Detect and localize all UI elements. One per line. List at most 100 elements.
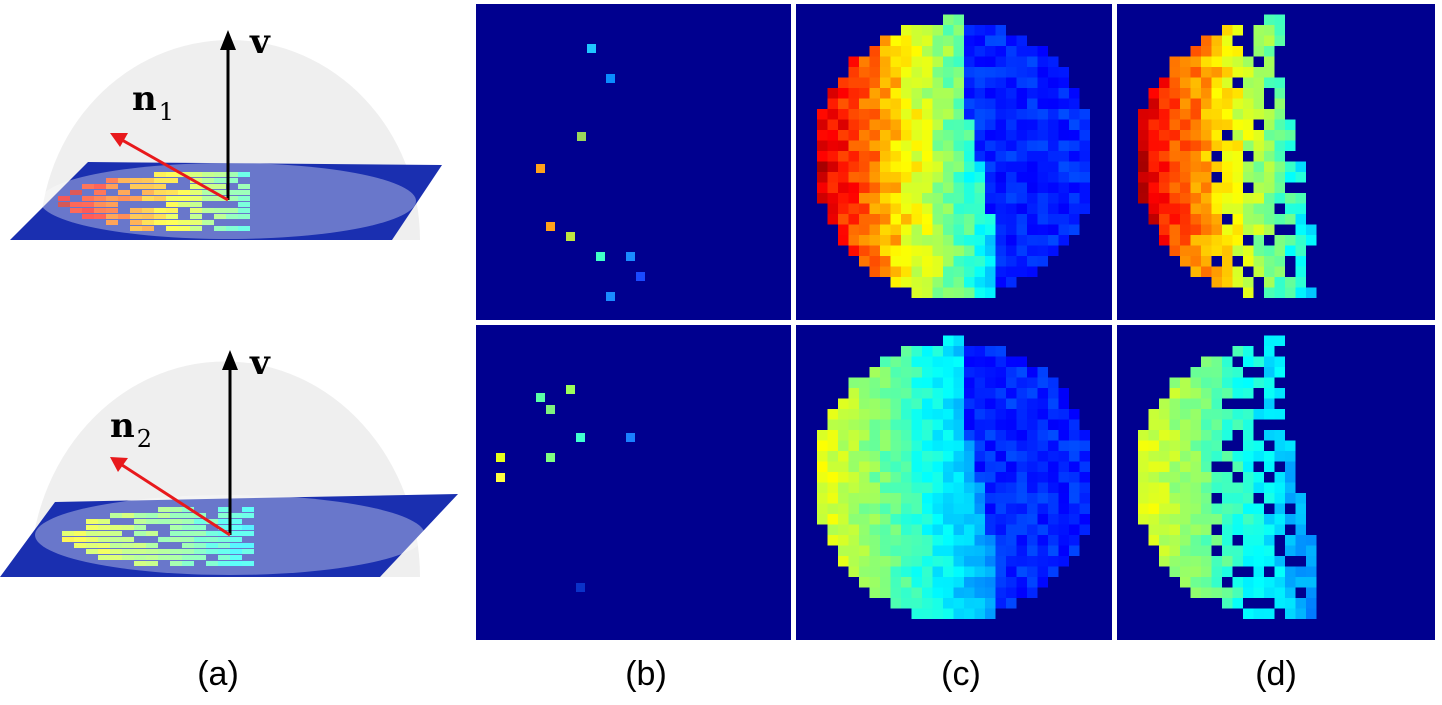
intensity-pixel — [1211, 388, 1222, 399]
intensity-pixel — [985, 119, 996, 130]
surface-cell — [218, 537, 230, 542]
masked-pixel — [1243, 182, 1254, 193]
intensity-pixel — [1274, 451, 1285, 462]
intensity-pixel — [1069, 514, 1080, 525]
intensity-pixel — [1037, 409, 1048, 420]
intensity-pixel — [1232, 140, 1243, 151]
masked-pixel — [1253, 277, 1264, 288]
intensity-pixel — [1027, 482, 1038, 493]
intensity-pixel — [901, 377, 912, 388]
intensity-pixel — [848, 472, 859, 483]
intensity-pixel — [985, 451, 996, 462]
intensity-pixel — [1027, 472, 1038, 483]
intensity-pixel — [1295, 545, 1306, 556]
intensity-pixel — [932, 535, 943, 546]
masked-pixel — [1232, 535, 1243, 546]
intensity-pixel — [1180, 245, 1191, 256]
surface-cell — [218, 549, 230, 554]
intensity-pixel — [1027, 430, 1038, 441]
intensity-pixel — [901, 35, 912, 46]
intensity-pixel — [911, 224, 922, 235]
intensity-pixel — [1006, 587, 1017, 598]
intensity-pixel — [1253, 182, 1264, 193]
intensity-pixel — [1253, 35, 1264, 46]
surface-cell — [218, 561, 230, 566]
masked-pixel — [1253, 461, 1264, 472]
intensity-pixel — [848, 430, 859, 441]
intensity-pixel — [953, 203, 964, 214]
intensity-pixel — [1180, 224, 1191, 235]
intensity-pixel — [1211, 224, 1222, 235]
intensity-pixel — [911, 172, 922, 183]
intensity-pixel — [1201, 535, 1212, 546]
surface-cell — [242, 531, 254, 536]
intensity-pixel — [1180, 503, 1191, 514]
intensity-pixel — [1264, 356, 1275, 367]
intensity-pixel — [1201, 151, 1212, 162]
intensity-pixel — [964, 67, 975, 78]
intensity-pixel — [985, 556, 996, 567]
intensity-pixel — [985, 514, 996, 525]
intensity-pixel — [1138, 151, 1149, 162]
intensity-pixel — [1222, 203, 1233, 214]
intensity-pixel — [1027, 503, 1038, 514]
masked-pixel — [1243, 25, 1254, 36]
intensity-pixel — [1264, 14, 1275, 25]
intensity-pixel — [1190, 566, 1201, 577]
surface-cell — [74, 531, 86, 536]
intensity-pixel — [1027, 151, 1038, 162]
intensity-pixel — [1211, 161, 1222, 172]
intensity-pixel — [1016, 35, 1027, 46]
intensity-pixel — [1211, 109, 1222, 120]
intensity-pixel — [943, 388, 954, 399]
intensity-pixel — [1232, 235, 1243, 246]
intensity-pixel — [1069, 119, 1080, 130]
intensity-pixel — [1201, 577, 1212, 588]
intensity-pixel — [848, 172, 859, 183]
intensity-pixel — [1006, 514, 1017, 525]
intensity-pixel — [880, 503, 891, 514]
intensity-pixel — [995, 140, 1006, 151]
masked-pixel — [1285, 266, 1296, 277]
intensity-pixel — [985, 493, 996, 504]
intensity-pixel — [1306, 587, 1317, 598]
intensity-pixel — [1048, 514, 1059, 525]
surface-cell — [130, 208, 142, 213]
intensity-pixel — [827, 193, 838, 204]
intensity-pixel — [985, 46, 996, 57]
intensity-pixel — [1006, 193, 1017, 204]
intensity-pixel — [964, 245, 975, 256]
intensity-pixel — [974, 577, 985, 588]
intensity-pixel — [974, 440, 985, 451]
intensity-pixel — [995, 214, 1006, 225]
intensity-pixel — [1016, 161, 1027, 172]
intensity-pixel — [1138, 119, 1149, 130]
surface-cell — [106, 214, 118, 219]
intensity-pixel — [901, 46, 912, 57]
intensity-pixel — [1037, 130, 1048, 141]
intensity-pixel — [1069, 203, 1080, 214]
intensity-pixel — [1253, 46, 1264, 57]
intensity-pixel — [1159, 109, 1170, 120]
intensity-pixel — [985, 130, 996, 141]
intensity-pixel — [1180, 140, 1191, 151]
surface-cell — [166, 190, 178, 195]
intensity-pixel — [1058, 109, 1069, 120]
intensity-pixel — [1048, 98, 1059, 109]
intensity-pixel — [995, 193, 1006, 204]
surface-cell — [202, 172, 214, 177]
intensity-pixel — [953, 346, 964, 357]
intensity-pixel — [838, 172, 849, 183]
intensity-pixel — [1285, 514, 1296, 525]
surface-cell — [170, 561, 182, 566]
intensity-pixel — [1159, 151, 1170, 162]
surface-cell — [242, 543, 254, 548]
intensity-pixel — [1232, 524, 1243, 535]
intensity-pixel — [1190, 203, 1201, 214]
intensity-pixel — [1180, 256, 1191, 267]
intensity-pixel — [1232, 461, 1243, 472]
intensity-pixel — [1274, 367, 1285, 378]
surface-cell — [146, 555, 158, 560]
masked-pixel — [1243, 266, 1254, 277]
intensity-pixel — [1264, 172, 1275, 183]
